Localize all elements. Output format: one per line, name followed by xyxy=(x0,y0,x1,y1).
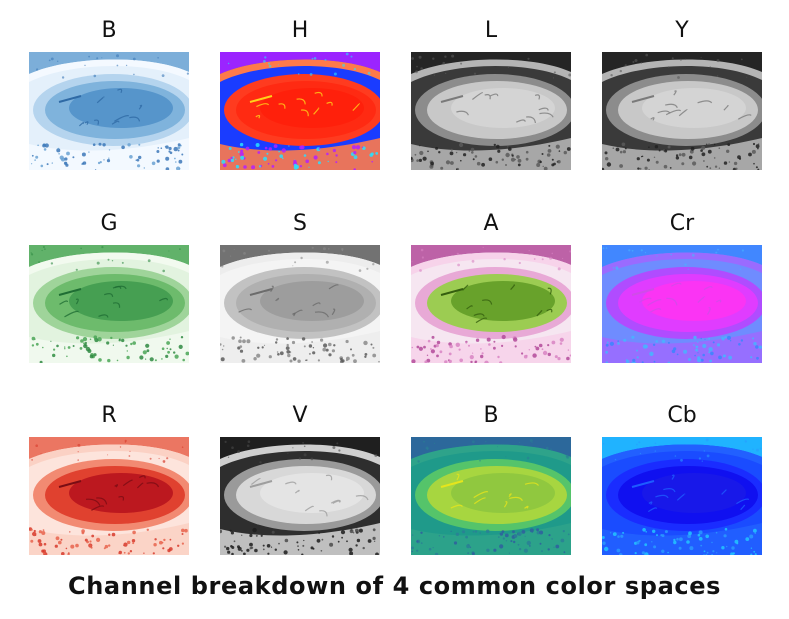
panel-title-h: H xyxy=(291,18,309,43)
eye-image xyxy=(220,437,380,555)
panel-title-cb: Cb xyxy=(667,403,697,428)
eye-image xyxy=(220,52,380,170)
panel-title-b2: B xyxy=(483,403,499,428)
panel-h-channel xyxy=(220,52,380,170)
panel-v-channel xyxy=(220,437,380,555)
panel-b1-channel xyxy=(29,52,189,170)
eye-image xyxy=(411,52,571,170)
panel-title-g: G xyxy=(100,211,118,236)
panel-a-channel xyxy=(411,245,571,363)
eye-image xyxy=(29,245,189,363)
panel-b2-channel xyxy=(411,437,571,555)
panel-title-v: V xyxy=(292,403,308,428)
eye-image xyxy=(411,245,571,363)
panel-title-a: A xyxy=(483,211,499,236)
eye-image xyxy=(602,437,762,555)
panel-r-channel xyxy=(29,437,189,555)
panel-l-channel xyxy=(411,52,571,170)
panel-y-channel xyxy=(602,52,762,170)
panel-cb-channel xyxy=(602,437,762,555)
eye-image xyxy=(411,437,571,555)
eye-image xyxy=(29,52,189,170)
figure-caption: Channel breakdown of 4 common color spac… xyxy=(68,572,721,600)
panel-title-r: R xyxy=(101,403,117,428)
panel-title-b1: B xyxy=(101,18,117,43)
panel-g-channel xyxy=(29,245,189,363)
panel-title-cr: Cr xyxy=(669,211,695,236)
panel-s-channel xyxy=(220,245,380,363)
panel-cr-channel xyxy=(602,245,762,363)
eye-image xyxy=(220,245,380,363)
eye-image xyxy=(29,437,189,555)
panel-title-l: L xyxy=(484,18,498,43)
panel-title-y: Y xyxy=(675,18,689,43)
eye-image xyxy=(602,52,762,170)
panel-title-s: S xyxy=(293,211,307,236)
eye-image xyxy=(602,245,762,363)
